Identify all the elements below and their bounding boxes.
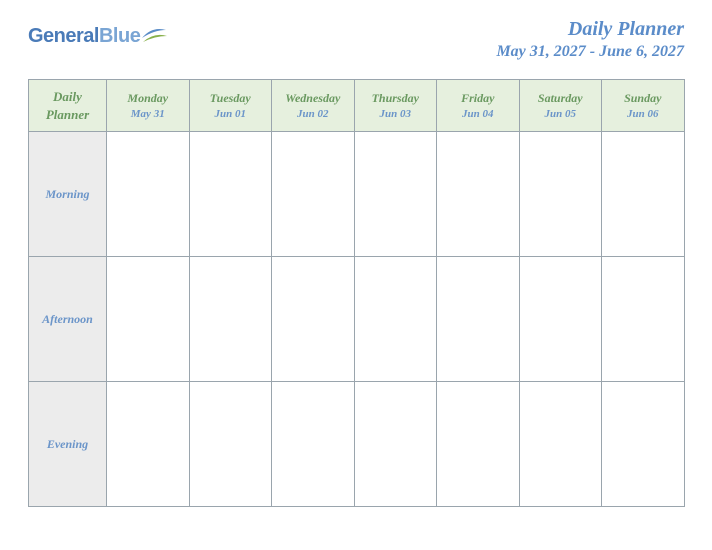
logo-word-general: General — [28, 25, 99, 47]
cell-morning-mon[interactable] — [107, 132, 190, 257]
row-label: Morning — [45, 187, 89, 201]
cell-afternoon-sun[interactable] — [602, 257, 685, 382]
logo-word-blue: Blue — [99, 25, 140, 47]
cell-morning-thu[interactable] — [354, 132, 437, 257]
day-header-0: Monday May 31 — [107, 80, 190, 132]
day-date: May 31 — [109, 108, 187, 120]
row-label: Afternoon — [42, 312, 93, 326]
cell-evening-tue[interactable] — [189, 382, 272, 507]
day-header-1: Tuesday Jun 01 — [189, 80, 272, 132]
day-header-3: Thursday Jun 03 — [354, 80, 437, 132]
period-row-afternoon: Afternoon — [29, 257, 685, 382]
row-label-cell: Evening — [29, 382, 107, 507]
day-date: Jun 03 — [357, 108, 435, 120]
row-label: Evening — [47, 437, 88, 451]
cell-evening-wed[interactable] — [272, 382, 355, 507]
day-name: Saturday — [522, 91, 600, 106]
page-title: Daily Planner — [496, 18, 684, 41]
day-date: Jun 06 — [604, 108, 682, 120]
day-date: Jun 01 — [192, 108, 270, 120]
cell-evening-fri[interactable] — [437, 382, 520, 507]
cell-evening-thu[interactable] — [354, 382, 437, 507]
title-block: Daily Planner May 31, 2027 - June 6, 202… — [496, 18, 684, 61]
cell-evening-mon[interactable] — [107, 382, 190, 507]
day-name: Monday — [109, 91, 187, 106]
cell-afternoon-sat[interactable] — [519, 257, 602, 382]
cell-morning-sat[interactable] — [519, 132, 602, 257]
day-name: Friday — [439, 91, 517, 106]
row-label-cell: Afternoon — [29, 257, 107, 382]
day-header-6: Sunday Jun 06 — [602, 80, 685, 132]
corner-cell: Daily Planner — [29, 80, 107, 132]
cell-morning-tue[interactable] — [189, 132, 272, 257]
cell-morning-wed[interactable] — [272, 132, 355, 257]
planner-table: Daily Planner Monday May 31 Tuesday Jun … — [28, 79, 685, 507]
period-row-evening: Evening — [29, 382, 685, 507]
date-range: May 31, 2027 - June 6, 2027 — [496, 43, 684, 61]
day-date: Jun 04 — [439, 108, 517, 120]
day-header-2: Wednesday Jun 02 — [272, 80, 355, 132]
period-row-morning: Morning — [29, 132, 685, 257]
cell-afternoon-tue[interactable] — [189, 257, 272, 382]
logo: GeneralBlue — [28, 24, 168, 48]
cell-evening-sat[interactable] — [519, 382, 602, 507]
row-label-cell: Morning — [29, 132, 107, 257]
cell-afternoon-mon[interactable] — [107, 257, 190, 382]
cell-morning-sun[interactable] — [602, 132, 685, 257]
day-name: Thursday — [357, 91, 435, 106]
cell-afternoon-thu[interactable] — [354, 257, 437, 382]
day-header-5: Saturday Jun 05 — [519, 80, 602, 132]
header-row: Daily Planner Monday May 31 Tuesday Jun … — [29, 80, 685, 132]
cell-evening-sun[interactable] — [602, 382, 685, 507]
corner-label: Daily Planner — [46, 89, 89, 122]
day-name: Sunday — [604, 91, 682, 106]
header: GeneralBlue Daily Planner May 31, 2027 -… — [28, 18, 684, 61]
cell-morning-fri[interactable] — [437, 132, 520, 257]
day-date: Jun 05 — [522, 108, 600, 120]
day-date: Jun 02 — [274, 108, 352, 120]
day-name: Tuesday — [192, 91, 270, 106]
day-name: Wednesday — [274, 91, 352, 106]
day-header-4: Friday Jun 04 — [437, 80, 520, 132]
cell-afternoon-wed[interactable] — [272, 257, 355, 382]
cell-afternoon-fri[interactable] — [437, 257, 520, 382]
logo-swoosh-icon — [140, 24, 168, 48]
